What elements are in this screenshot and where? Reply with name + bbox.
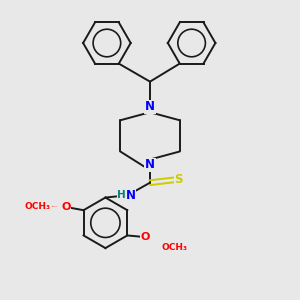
Text: H: H: [118, 190, 126, 200]
Text: S: S: [175, 173, 183, 186]
Text: OCH₃: OCH₃: [25, 202, 51, 211]
Text: OCH₃: OCH₃: [161, 243, 188, 252]
Text: O: O: [61, 202, 70, 212]
Text: N: N: [125, 189, 135, 202]
Text: N: N: [145, 100, 155, 113]
Text: O: O: [140, 232, 150, 242]
Text: methoxy: methoxy: [52, 206, 58, 207]
Text: N: N: [145, 158, 155, 171]
